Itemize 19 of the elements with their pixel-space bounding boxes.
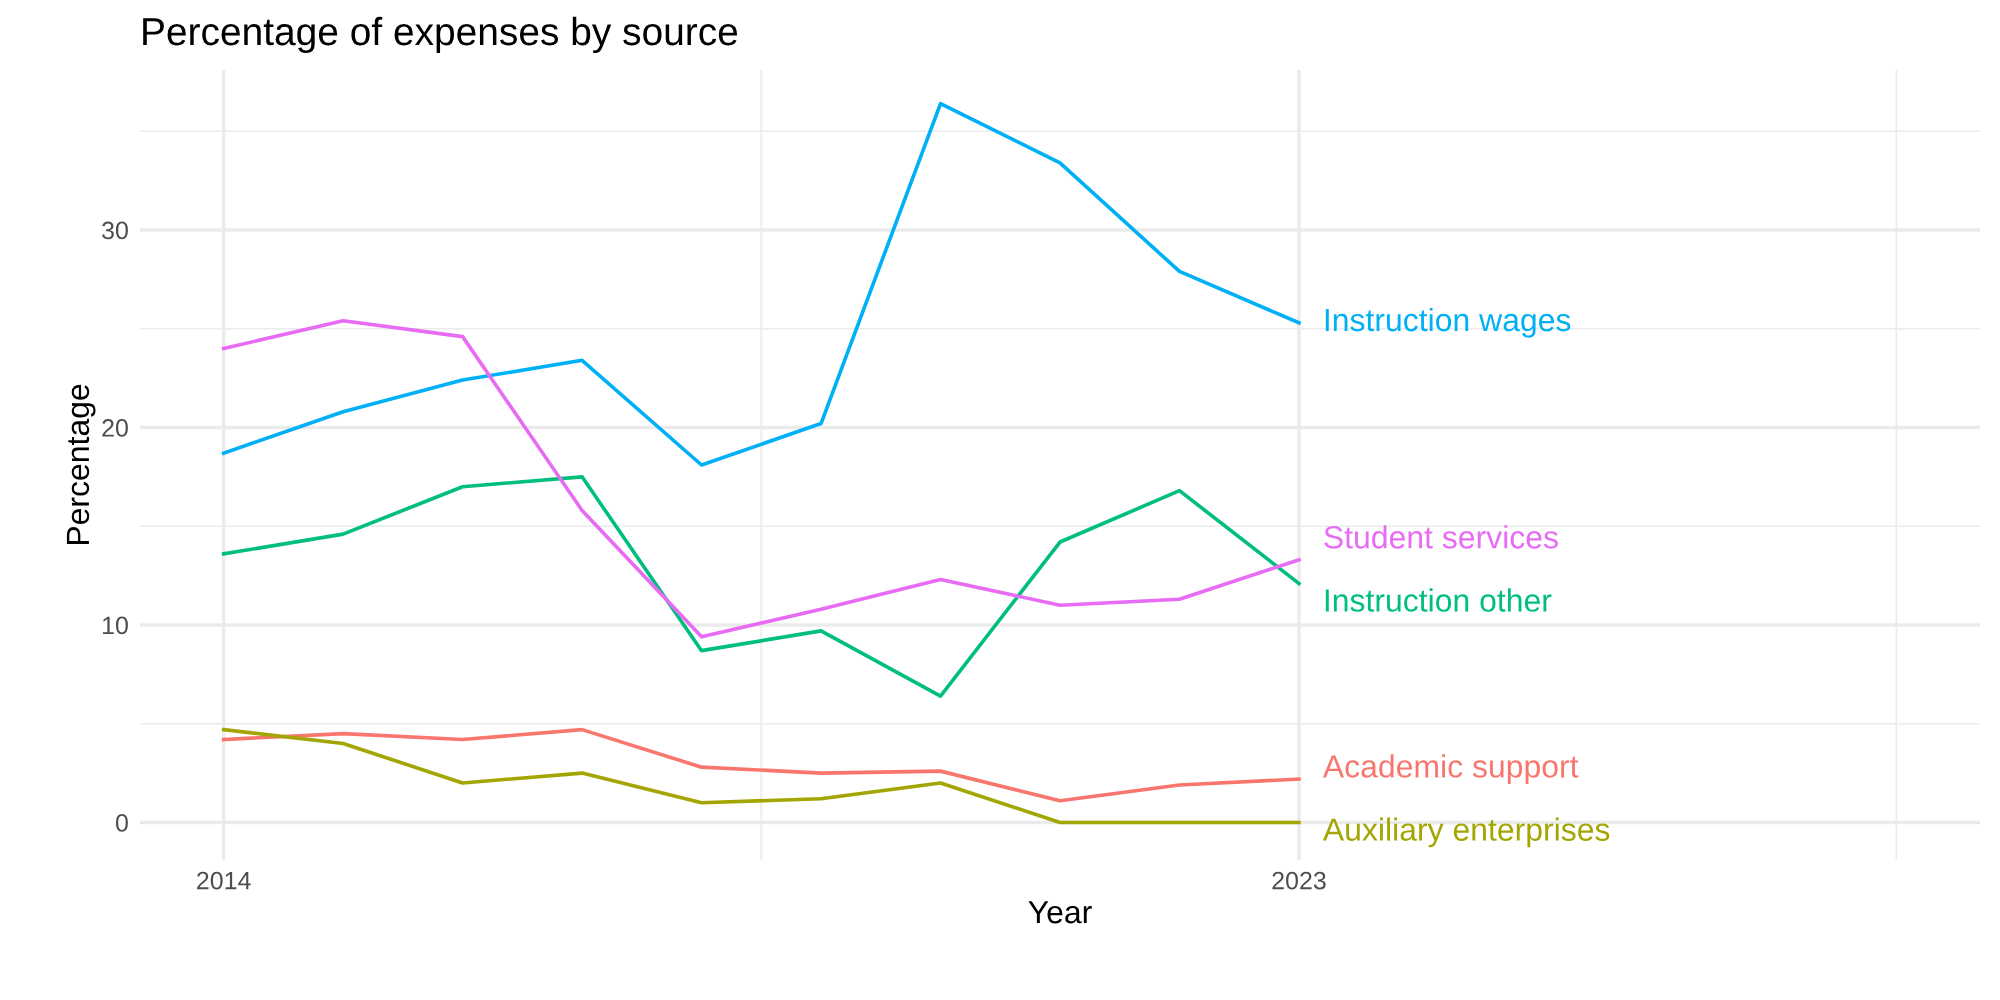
y-tick-label: 20 (102, 419, 128, 437)
series-label: Academic support (1322, 754, 1579, 785)
series-label: Instruction wages (1325, 307, 1571, 338)
line-series (221, 319, 1301, 639)
series-label: Student services (1324, 525, 1558, 549)
x-tick-label: 2014 (197, 871, 251, 890)
chart-title: Percentage of expenses by source (143, 16, 738, 54)
x-tick-label: 2023 (1272, 871, 1326, 890)
line-series (221, 727, 1301, 825)
y-tick-label: 10 (102, 616, 128, 635)
series-label: Auxiliary enterprises (1322, 817, 1610, 848)
y-tick-label: 30 (102, 221, 128, 240)
x-axis-title: Year (1028, 901, 1092, 924)
line-series (221, 101, 1301, 467)
series-label: Instruction other (1325, 588, 1552, 612)
line-series (221, 475, 1301, 698)
y-axis-title: Percentage (66, 384, 96, 545)
line-series (221, 727, 1301, 803)
y-tick-label: 0 (115, 814, 128, 832)
